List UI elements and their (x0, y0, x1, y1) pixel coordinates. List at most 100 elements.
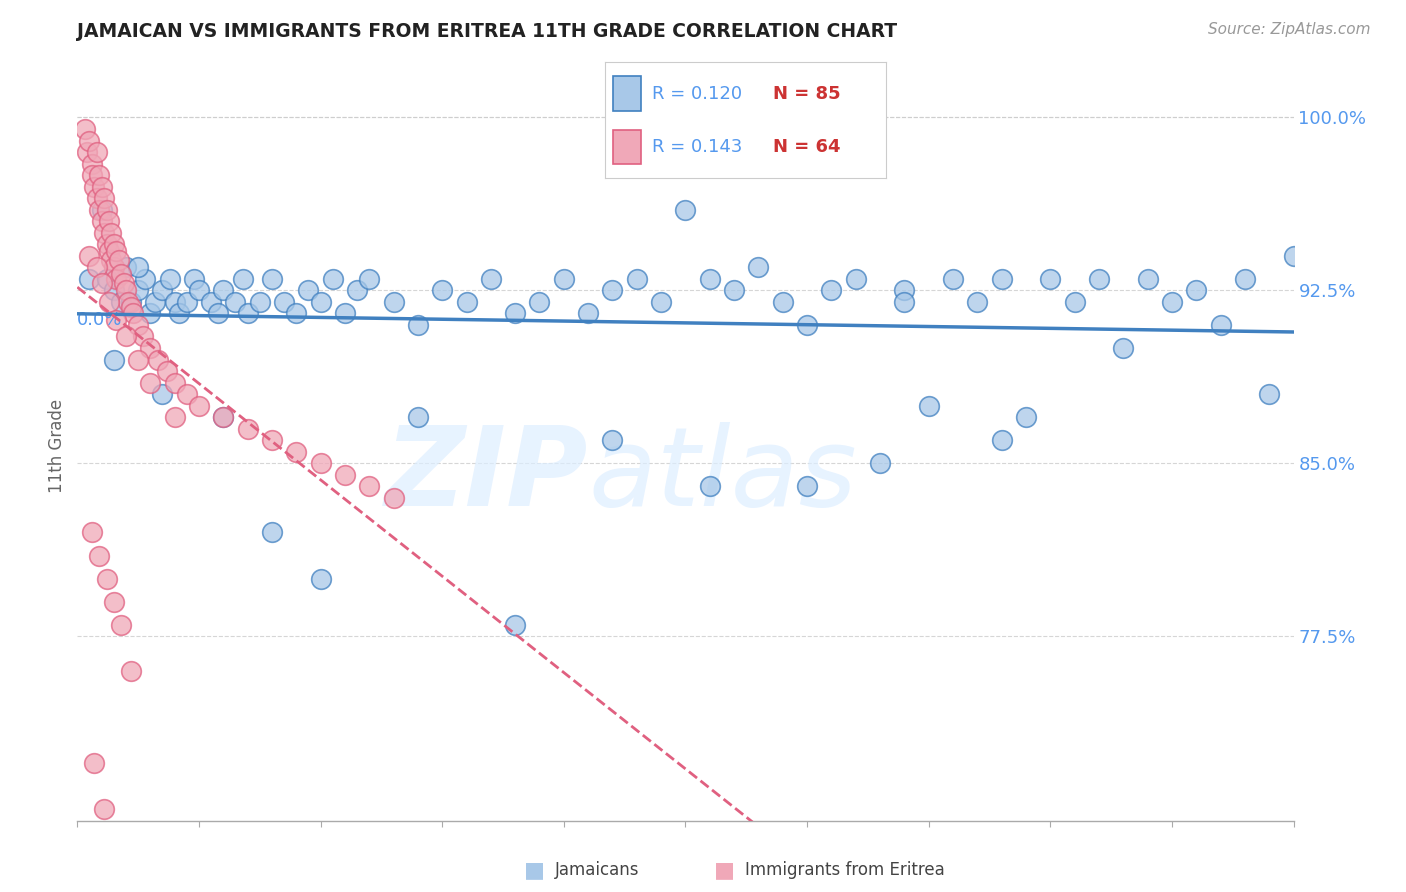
Point (105, 244, 128, 259)
Point (626, 272, 648, 286)
Point (127, 284, 149, 298)
Point (103, 594, 125, 608)
Text: Source: ZipAtlas.com: Source: ZipAtlas.com (1208, 22, 1371, 37)
Point (122, 306, 145, 320)
Point (297, 284, 319, 298)
Point (869, 456, 891, 470)
Point (796, 318, 818, 332)
Text: ■: ■ (524, 860, 544, 880)
Point (503, 617, 526, 632)
Point (79, 249, 101, 263)
Point (103, 352, 125, 367)
Point (100, 226, 122, 240)
Point (159, 272, 181, 286)
Point (120, 294, 142, 309)
Point (236, 422, 259, 436)
Point (89, 168, 111, 182)
Point (553, 272, 575, 286)
Point (176, 294, 198, 309)
Point (97, 214, 120, 228)
Point (1185, 284, 1208, 298)
Y-axis label: 11th Grade: 11th Grade (48, 399, 66, 493)
Point (89, 549, 111, 563)
Point (893, 294, 915, 309)
Point (456, 294, 478, 309)
Point (406, 318, 429, 332)
Point (134, 272, 156, 286)
Point (127, 352, 149, 367)
Point (115, 260, 138, 275)
Point (322, 272, 344, 286)
Point (406, 410, 429, 425)
Point (163, 410, 186, 425)
Point (139, 306, 162, 320)
Point (820, 284, 842, 298)
Point (80, 156, 103, 170)
Point (602, 284, 624, 298)
Text: N = 64: N = 64 (773, 138, 841, 156)
Point (96, 237, 118, 252)
Point (103, 284, 125, 298)
Bar (613, 77, 641, 112)
Point (105, 313, 128, 327)
Point (163, 376, 186, 390)
Point (107, 253, 129, 268)
Point (224, 294, 246, 309)
Point (93, 802, 115, 816)
Point (273, 294, 295, 309)
Point (990, 272, 1012, 286)
Point (333, 306, 356, 320)
Point (309, 456, 332, 470)
Point (152, 284, 174, 298)
Point (188, 284, 211, 298)
Point (86, 260, 108, 275)
Point (117, 294, 139, 309)
Point (105, 272, 128, 286)
Point (96, 202, 118, 217)
Point (650, 294, 672, 309)
Point (96, 572, 118, 586)
Point (156, 364, 179, 378)
Text: N = 85: N = 85 (773, 85, 841, 103)
Point (382, 294, 405, 309)
Point (249, 294, 271, 309)
Bar (613, 129, 641, 164)
Point (309, 572, 332, 586)
Text: 0.0%: 0.0% (77, 311, 122, 329)
Point (747, 260, 769, 275)
Point (90, 277, 112, 291)
Point (382, 491, 405, 505)
Point (333, 467, 356, 482)
Point (285, 444, 308, 458)
Point (183, 272, 205, 286)
Point (260, 272, 283, 286)
Point (772, 294, 794, 309)
Text: ■: ■ (714, 860, 734, 880)
Point (1015, 410, 1038, 425)
Point (1161, 294, 1184, 309)
Point (260, 434, 283, 448)
Point (1039, 272, 1062, 286)
Text: ZIP: ZIP (385, 423, 588, 530)
Point (100, 253, 122, 268)
Point (76, 145, 98, 159)
Point (86, 191, 108, 205)
Point (132, 329, 155, 343)
Point (110, 267, 132, 281)
Point (97, 294, 120, 309)
Point (309, 294, 332, 309)
Point (163, 294, 186, 309)
Point (990, 434, 1012, 448)
Point (169, 306, 191, 320)
Text: R = 0.143: R = 0.143 (652, 138, 742, 156)
Point (260, 525, 283, 540)
Point (212, 410, 235, 425)
Point (893, 284, 915, 298)
Point (1282, 249, 1305, 263)
Point (115, 284, 138, 298)
Point (112, 277, 135, 291)
Point (79, 134, 101, 148)
Point (103, 260, 125, 275)
Point (93, 226, 115, 240)
Point (285, 306, 308, 320)
